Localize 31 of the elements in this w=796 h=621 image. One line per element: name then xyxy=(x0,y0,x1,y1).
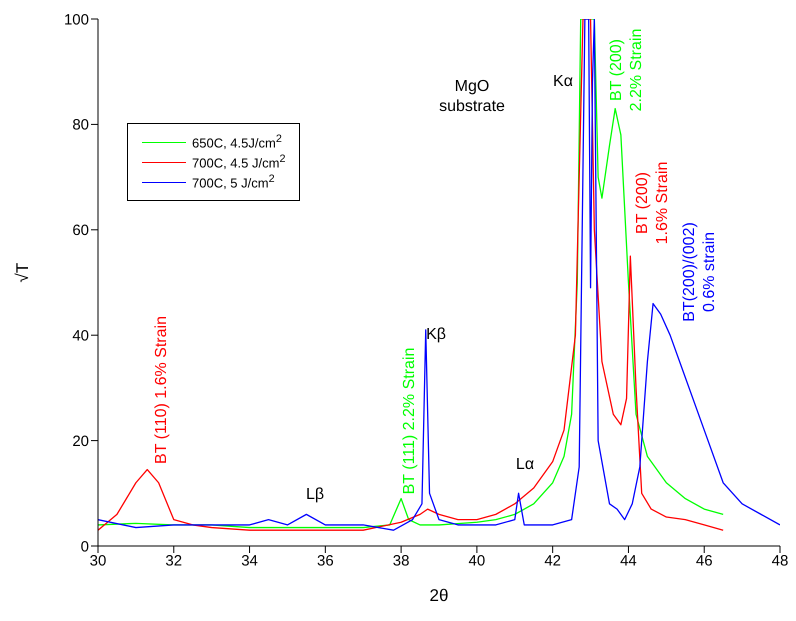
legend-label: 700C, 4.5 J/cm$^{2}$ xyxy=(192,153,286,171)
x-tick-label: 48 xyxy=(772,552,788,570)
y-tick-label: 60 xyxy=(72,222,89,240)
x-tick-label: 46 xyxy=(696,552,713,570)
annotation: Lα xyxy=(516,456,534,473)
y-tick-label: 0 xyxy=(80,538,89,556)
y-tick-label: 40 xyxy=(72,328,89,345)
x-tick-label: 32 xyxy=(165,552,182,570)
x-tick-label: 30 xyxy=(90,552,106,570)
annotation: Lβ xyxy=(306,486,324,503)
annotation: BT (200) 2.2% Strain xyxy=(608,28,645,112)
x-tick-label: 42 xyxy=(544,552,562,570)
annotation: BT(200)/(002) 0.6% strain xyxy=(681,222,718,322)
x-tick-label: 36 xyxy=(316,552,334,570)
legend-label: 650C, 4.5J/cm$^{2}$ xyxy=(192,133,282,151)
annotation: MgO substrate xyxy=(439,78,506,115)
x-tick-label: 44 xyxy=(620,552,637,570)
x-tick-label: 38 xyxy=(392,552,410,570)
y-tick-label: 100 xyxy=(64,11,89,28)
y-tick-label: 80 xyxy=(72,116,89,134)
annotation: BT (200) 1.6% Strain xyxy=(634,162,671,244)
x-axis-title: 2θ xyxy=(430,586,448,605)
annotation: BT (110) 1.6% Strain xyxy=(153,316,170,464)
y-axis-title: √T xyxy=(13,262,32,282)
legend-label: 700C, 5 J/cm$^{2}$ xyxy=(192,173,275,191)
annotation: BT (111) 2.2% Strain xyxy=(401,348,418,494)
x-tick-label: 34 xyxy=(241,552,258,570)
y-tick-label: 20 xyxy=(72,432,89,450)
x-tick-label: 40 xyxy=(468,552,486,570)
annotation: Kα xyxy=(553,73,573,90)
annotation: Kβ xyxy=(426,326,446,343)
